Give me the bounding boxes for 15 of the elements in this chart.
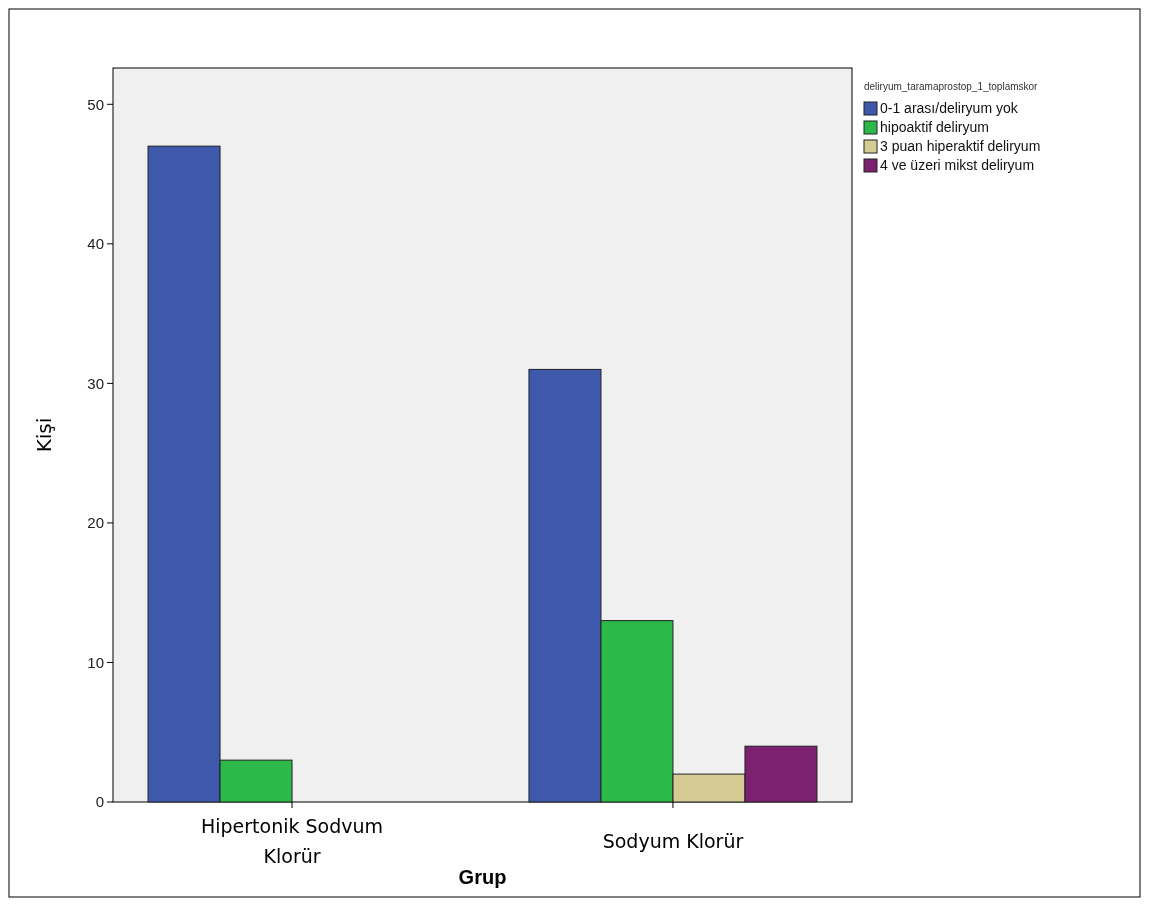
x-tick-label: Sodyum Klorür <box>602 830 744 852</box>
y-tick-label: 40 <box>87 235 104 253</box>
legend-label: hipoaktif deliryum <box>880 119 989 136</box>
y-tick-label: 50 <box>87 95 104 113</box>
x-tick-label: Hipertonik Sodvum Klorür <box>200 815 384 867</box>
y-tick-label: 10 <box>87 653 104 671</box>
legend-label: 4 ve üzeri mikst deliryum <box>880 157 1035 174</box>
y-axis-title: Kişi <box>32 417 56 453</box>
y-tick-label: 20 <box>87 514 104 532</box>
y-tick-label: 30 <box>87 374 104 392</box>
legend-label: 3 puan hiperaktif deliryum <box>880 138 1041 155</box>
legend-label: 0-1 arası/deliryum yok <box>880 100 1019 117</box>
y-tick-label: 0 <box>95 793 104 811</box>
legend-title: deliryum_taramaprostop_1_toplamskor <box>864 81 1039 92</box>
x-axis-title: Grup <box>458 866 507 888</box>
